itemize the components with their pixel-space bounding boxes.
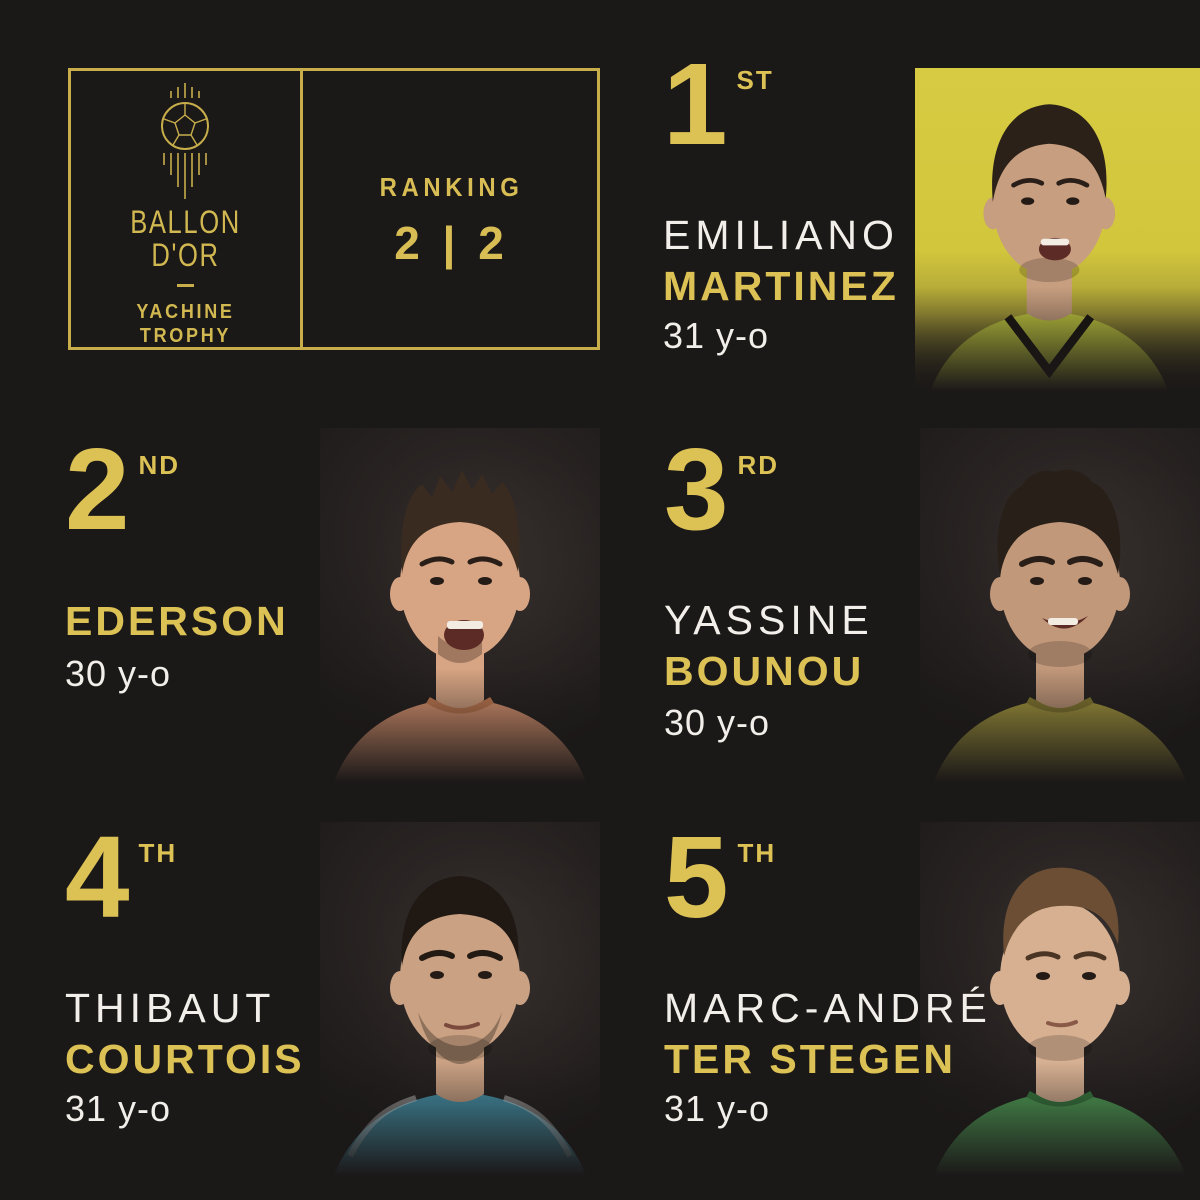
rank-number: 3 (664, 424, 729, 554)
player-first-name: EMILIANO (663, 212, 899, 258)
rank-suffix: TH (138, 838, 178, 868)
ranking-label: RANKING (379, 172, 524, 202)
player-first-name: YASSINE (664, 597, 874, 643)
photo-2-ederson (320, 428, 600, 792)
portrait-jersey (927, 311, 1171, 400)
player-last-name: EDERSON (65, 598, 289, 644)
rank-number: 5 (664, 812, 729, 942)
photo-1-emiliano-martinez (915, 68, 1200, 400)
logo-box: BALLON D'OR YACHINE TROPHY RANKING 2 | 2 (68, 68, 600, 350)
rank-number: 2 (65, 424, 130, 554)
rank-row: 4 TH (65, 819, 177, 935)
portrait-hair (997, 469, 1121, 576)
player-age: 31 y-o (663, 315, 770, 356)
brand-pane: BALLON D'OR YACHINE TROPHY (71, 71, 300, 347)
player-age: 31 y-o (664, 1088, 771, 1129)
ballon-dor-ball-icon (161, 83, 209, 199)
player-portrait (927, 104, 1171, 400)
player-last-name: COURTOIS (65, 1036, 305, 1082)
rank-number: 4 (65, 812, 130, 942)
logo-box-divider (300, 71, 303, 347)
rank-row: 5 TH (664, 819, 776, 935)
player-last-name: MARTINEZ (663, 263, 899, 309)
ranking-page-indicator: 2 | 2 (394, 217, 509, 269)
player-age: 30 y-o (65, 653, 172, 694)
player-last-name: TER STEGEN (664, 1036, 956, 1082)
player-age: 30 y-o (664, 702, 771, 743)
trophy-name-line2: TROPHY (139, 325, 232, 347)
portrait-jersey (330, 698, 590, 792)
rank-row: 2 ND (65, 431, 180, 547)
portrait-hair (991, 104, 1107, 203)
brand-name-line1: BALLON (130, 204, 241, 240)
rank-suffix: TH (737, 838, 777, 868)
portrait-jersey (930, 698, 1190, 792)
portrait-hair (1003, 867, 1119, 956)
brand-name-line2: D'OR (151, 237, 220, 273)
player-portrait (330, 876, 590, 1186)
player-portrait (330, 470, 590, 792)
rank-number: 1 (663, 39, 728, 169)
photo-3-yassine-bounou (920, 428, 1200, 792)
rank-suffix: ND (138, 450, 181, 480)
portrait-jersey (330, 1092, 590, 1186)
player-first-name: THIBAUT (65, 985, 276, 1031)
rank-row: 3 RD (664, 431, 779, 547)
portrait-jersey (930, 1092, 1190, 1186)
rank-row: 1 ST (663, 46, 774, 162)
player-age: 31 y-o (65, 1088, 172, 1129)
brand-divider-dash (177, 284, 194, 287)
trophy-name-line1: YACHINE (136, 301, 235, 323)
photo-5-marc-andre-ter-stegen (920, 822, 1200, 1186)
player-last-name: BOUNOU (664, 648, 865, 694)
rank-suffix: RD (737, 450, 780, 480)
player-first-name: MARC-ANDRÉ (664, 985, 992, 1031)
ranking-pane: RANKING 2 | 2 (303, 71, 600, 347)
photo-4-thibaut-courtois (320, 822, 600, 1186)
portrait-hair (401, 876, 519, 966)
rank-suffix: ST (736, 65, 774, 95)
player-portrait (930, 469, 1190, 792)
portrait-hair (401, 470, 520, 574)
